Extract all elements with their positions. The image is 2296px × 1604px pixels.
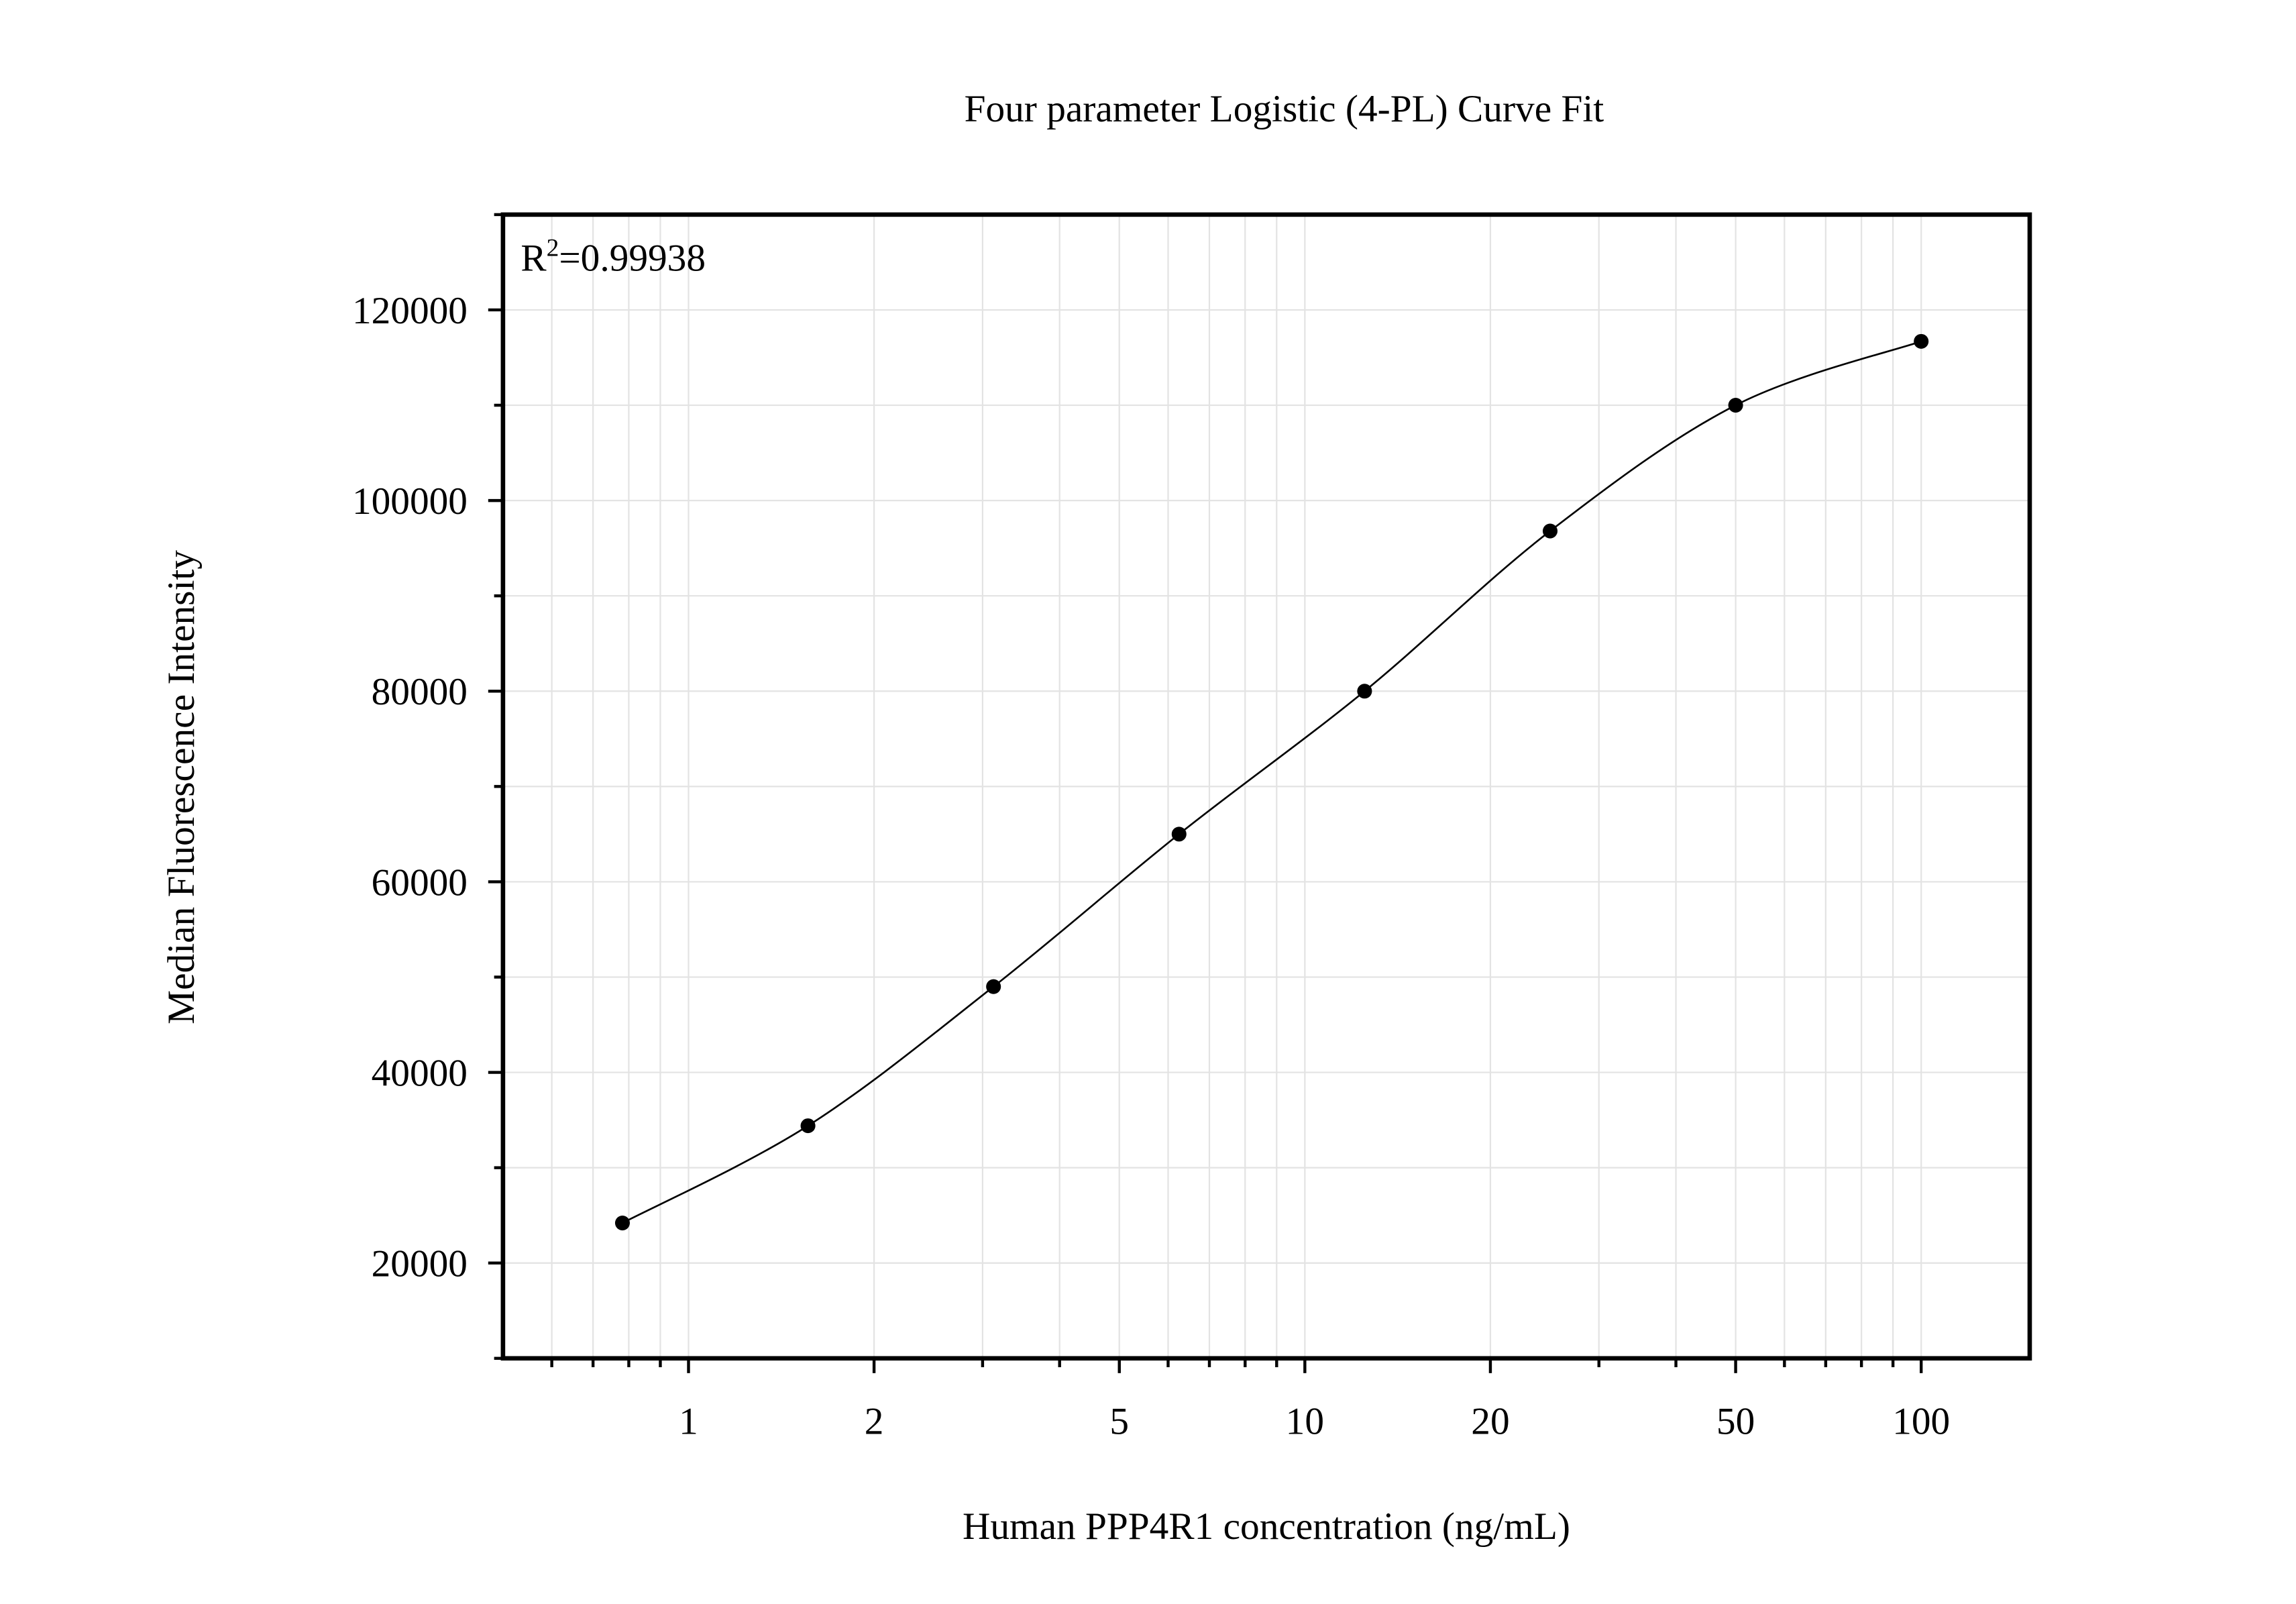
- plot-frame: [500, 212, 2032, 1361]
- plot: [488, 213, 1929, 1373]
- annotation-base: R: [521, 237, 547, 280]
- y-tick-label: 120000: [352, 290, 468, 332]
- data-point: [1728, 398, 1743, 413]
- data-point: [986, 979, 1001, 994]
- data-point: [1357, 684, 1372, 699]
- data-point: [614, 1216, 631, 1231]
- chart-title: Four parameter Logistic (4-PL) Curve Fit: [965, 88, 1604, 130]
- annotation-text: =0.99938: [559, 237, 706, 280]
- data-point: [1171, 826, 1187, 842]
- y-tick-label: 80000: [372, 671, 468, 713]
- x-tick-label: 2: [865, 1400, 884, 1442]
- annotation: R2=0.99938: [521, 235, 706, 280]
- y-tick-label: 20000: [372, 1243, 468, 1285]
- data-point: [800, 1118, 816, 1134]
- data-point: [1542, 523, 1558, 539]
- grid: [502, 213, 2030, 1359]
- y-axis-label: Median Fluorescence Intensity: [160, 550, 203, 1024]
- x-tick-label: 100: [1892, 1400, 1950, 1442]
- x-tick-label: 1: [679, 1400, 698, 1442]
- x-tick-label: 5: [1109, 1400, 1129, 1442]
- x-tick-label: 10: [1286, 1400, 1324, 1442]
- y-tick-label: 60000: [372, 861, 468, 904]
- annotation-superscript: 2: [547, 235, 559, 262]
- y-tick-label: 40000: [372, 1052, 468, 1094]
- x-tick-label: 50: [1716, 1400, 1755, 1442]
- x-axis-label: Human PPP4R1 concentration (ng/mL): [963, 1505, 1570, 1548]
- y-tick-label: 100000: [352, 480, 468, 523]
- fit-curve: [622, 340, 1922, 1224]
- data-point: [1914, 333, 1929, 349]
- x-tick-label: 20: [1471, 1400, 1509, 1442]
